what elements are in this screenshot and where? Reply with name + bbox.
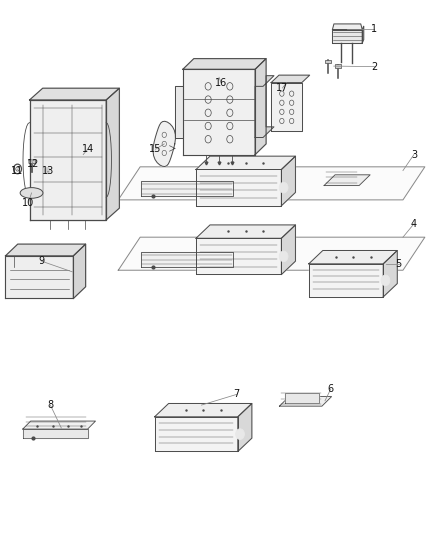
- Bar: [335, 64, 341, 68]
- Polygon shape: [196, 156, 296, 169]
- Polygon shape: [106, 88, 119, 220]
- Polygon shape: [118, 237, 425, 270]
- Polygon shape: [175, 86, 183, 138]
- Text: 8: 8: [47, 400, 53, 410]
- Polygon shape: [155, 403, 252, 417]
- Polygon shape: [255, 59, 266, 155]
- Polygon shape: [30, 100, 106, 220]
- Text: 2: 2: [371, 62, 378, 71]
- Polygon shape: [196, 225, 296, 238]
- Polygon shape: [271, 75, 310, 83]
- Polygon shape: [141, 181, 233, 196]
- Polygon shape: [5, 244, 85, 256]
- Polygon shape: [332, 24, 362, 29]
- Text: 12: 12: [27, 159, 39, 169]
- Polygon shape: [73, 244, 85, 298]
- Text: 14: 14: [81, 144, 94, 154]
- Circle shape: [279, 251, 288, 262]
- Polygon shape: [141, 252, 233, 266]
- Polygon shape: [362, 26, 364, 43]
- Text: 6: 6: [328, 384, 334, 394]
- Polygon shape: [285, 393, 319, 403]
- Text: 15: 15: [149, 144, 162, 154]
- Text: 4: 4: [411, 219, 417, 229]
- Polygon shape: [255, 76, 274, 138]
- Polygon shape: [281, 225, 296, 274]
- Text: 11: 11: [11, 166, 23, 175]
- Polygon shape: [196, 169, 281, 206]
- Text: 9: 9: [39, 256, 45, 266]
- Text: 5: 5: [396, 259, 402, 269]
- Polygon shape: [281, 156, 296, 206]
- Polygon shape: [309, 264, 383, 297]
- Text: 17: 17: [276, 83, 289, 93]
- Ellipse shape: [20, 188, 43, 198]
- Polygon shape: [23, 421, 95, 429]
- Circle shape: [45, 167, 50, 174]
- Polygon shape: [324, 175, 370, 185]
- Text: 10: 10: [22, 198, 35, 207]
- Polygon shape: [183, 69, 255, 155]
- Text: 7: 7: [233, 390, 240, 399]
- Circle shape: [381, 275, 390, 286]
- Polygon shape: [238, 403, 252, 451]
- Polygon shape: [153, 122, 175, 166]
- Circle shape: [236, 429, 244, 439]
- Polygon shape: [196, 238, 281, 274]
- Circle shape: [279, 182, 288, 193]
- FancyBboxPatch shape: [29, 160, 35, 164]
- Text: 16: 16: [215, 78, 227, 87]
- Polygon shape: [23, 429, 88, 438]
- Polygon shape: [155, 417, 238, 451]
- Text: 1: 1: [371, 25, 378, 34]
- Polygon shape: [118, 167, 425, 200]
- Polygon shape: [279, 397, 332, 406]
- Polygon shape: [183, 59, 266, 69]
- Polygon shape: [309, 251, 397, 264]
- Text: 13: 13: [42, 166, 54, 175]
- Polygon shape: [271, 83, 302, 131]
- Polygon shape: [30, 88, 119, 100]
- Text: 3: 3: [411, 150, 417, 159]
- Polygon shape: [5, 256, 73, 298]
- Polygon shape: [332, 29, 362, 43]
- Polygon shape: [383, 251, 397, 297]
- Bar: [325, 60, 331, 63]
